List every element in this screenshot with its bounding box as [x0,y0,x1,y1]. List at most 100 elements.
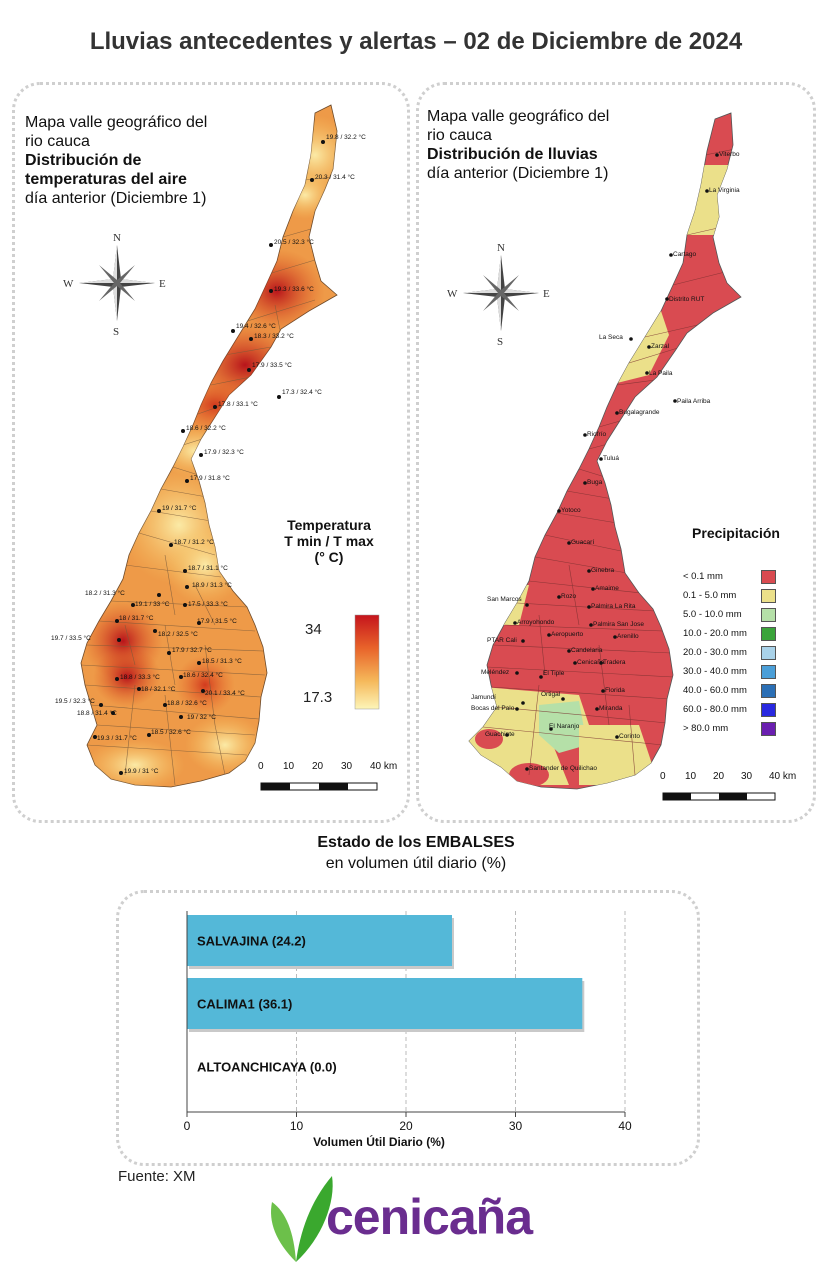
station-label: 20.1 / 33.4 °C [205,689,245,697]
reservoirs-chart-panel: SALVAJINA (24.2) CALIMA1 (36.1) ALTOANCHIC… [116,890,700,1166]
station-label: 19.5 / 32.3 °C [55,697,95,705]
station-label: 17.9 / 33.5 °C [252,361,292,369]
rainfall-legend-label: 10.0 - 20.0 mm [683,628,747,639]
rainfall-legend-swatch [761,665,776,679]
place-label: Ortigal [541,691,561,698]
rainfall-legend-swatch [761,722,776,736]
station-label: 19.3 / 33.6 °C [274,285,314,293]
main-title: Lluvias antecedentes y alertas – 02 de D… [89,28,743,55]
chart-bar-label: CALIMA1 (36.1) [197,997,292,1012]
cenicana-leaf-icon [271,1176,333,1262]
scale-label: 0 [258,761,264,772]
rainfall-zones [469,165,739,787]
place-label: Distrito RUT [669,296,704,303]
temperature-legend-title: Temperatura T min / T max (° C) [279,517,379,565]
rainfall-legend-label: 20.0 - 30.0 mm [683,647,747,658]
reservoirs-title: Estado de los EMBALSES [317,834,515,851]
cenicana-logo-text: cenicaña [326,1189,533,1245]
scale-label: 40 km [769,771,796,782]
rainfall-legend-label: 5.0 - 10.0 mm [683,609,742,620]
rainfall-legend-swatch [761,646,776,660]
place-label: La Seca [599,334,623,341]
place-label: Ginebra [591,567,615,574]
rainfall-legend-label: 40.0 - 60.0 mm [683,685,747,696]
chart-bar-calima1 [187,978,583,1029]
station-label: 20.5 / 32.3 °C [274,238,314,246]
compass-rose-icon: N S E W [447,242,550,348]
scale-label: 20 [713,771,725,782]
chart-bar-label: ALTOANCHICAYA (0.0) [197,1060,337,1075]
place-label: Palmira La Rita [591,603,636,610]
station-label: 17.9 / 32.7 °C [172,646,212,654]
station-label: 18 / 31.7 °C [119,614,154,622]
place-label: Santander de Quilichao [529,765,597,772]
place-label: La Virginia [709,187,740,194]
place-label: Cartago [673,251,697,258]
place-label: Florida [605,687,625,694]
rainfall-places: Viterbo La Virginia Cartago Distrito RUT… [471,151,740,772]
temperature-color-scale [354,614,380,710]
station-label: 19.9 / 31 °C [124,767,159,775]
rainfall-legend-label: 0.1 - 5.0 mm [683,590,737,601]
chart-x-ticks: 0 10 20 30 40 [184,1112,632,1133]
rain-title-line1: Mapa valle geográfico del [427,108,610,125]
station-label: 18.5 / 32.6 °C [151,728,191,736]
place-label: El Tiple [543,670,565,677]
place-label: Candelaria [571,647,603,654]
compass-rose-icon: N S E W [63,232,166,338]
place-label: Jamundí [471,694,496,701]
rainfall-map-title: Mapa valle geográfico del rio cauca Dist… [427,107,609,183]
place-label: Arroyohondo [517,619,555,626]
rainfall-legend-label: 60.0 - 80.0 mm [683,704,747,715]
place-label: Buga [587,479,603,486]
temperature-legend-line2: T min / T max [284,533,374,549]
source-note: Fuente: XM [118,1168,196,1185]
place-label: Guachinte [485,731,515,738]
station-label: 17.9 / 31.5 °C [197,617,237,625]
station-label: 17.5 / 33.3 °C [188,600,228,608]
rainfall-legend-label: 30.0 - 40.0 mm [683,666,747,677]
rainfall-map: N S E W Viterbo La Virginia Cartago Dist… [447,112,796,801]
scale-label: 10 [685,771,697,782]
station-label: 18.5 / 31.3 °C [202,657,242,665]
rainfall-legend-label: < 0.1 mm [683,571,723,582]
place-label: Corinto [619,733,640,740]
station-label: 18.8 / 33.3 °C [120,673,160,681]
place-label: Yotoco [561,507,581,514]
station-label: 19 / 32 °C [187,713,216,721]
temperature-stations: 19.8 / 32.2 °C 20.3 / 31.4 °C 20.5 / 32.… [51,133,366,775]
station-label: 18.6 / 32.2 °C [186,424,226,432]
temperature-scale-bar: 0 10 20 30 40 km [258,761,397,791]
chart-tick-label: 30 [509,1119,523,1133]
temperature-map-title: Mapa valle geográfico del rio cauca Dist… [25,113,207,208]
station-label: 18.2 / 32.5 °C [158,630,198,638]
station-label: 17.9 / 32.3 °C [204,448,244,456]
temp-title-line2: rio cauca [25,133,90,150]
rainfall-legend-swatch [761,684,776,698]
place-label: La Paila [649,370,673,377]
station-label: 17.3 / 32.4 °C [282,388,322,396]
place-label: Arenillo [617,633,639,640]
place-label: Tradera [603,659,626,666]
place-label: Tuluá [603,455,619,462]
chart-tick-label: 10 [290,1119,304,1133]
chart-tick-label: 20 [399,1119,413,1133]
rainfall-legend-swatch [761,608,776,622]
chart-bar-label: SALVAJINA (24.2) [197,934,306,949]
station-label: 19.7 / 33.5 °C [51,634,91,642]
station-label: 18.8 / 32.6 °C [167,699,207,707]
temperature-map-panel: Mapa valle geográfico del rio cauca Dist… [12,82,410,823]
temperature-legend-line3: (° C) [314,549,344,565]
station-label: 17.9 / 31.8 °C [190,474,230,482]
rainfall-legend-label: > 80.0 mm [683,723,729,734]
place-label: Paila Arriba [677,398,711,405]
place-label: Bugalagrande [619,409,660,416]
chart-x-label: Volumen Útil Diario (%) [313,1134,445,1149]
compass-s: S [113,326,119,338]
place-label: El Naranjo [549,723,580,730]
chart-bar-labels: SALVAJINA (24.2) CALIMA1 (36.1) ALTOANCHIC… [197,934,337,1075]
chart-bar-salvajina [187,915,452,966]
place-label: Guacarí [571,539,594,546]
place-label: Meléndez [481,669,509,676]
chart-tick-label: 40 [618,1119,632,1133]
